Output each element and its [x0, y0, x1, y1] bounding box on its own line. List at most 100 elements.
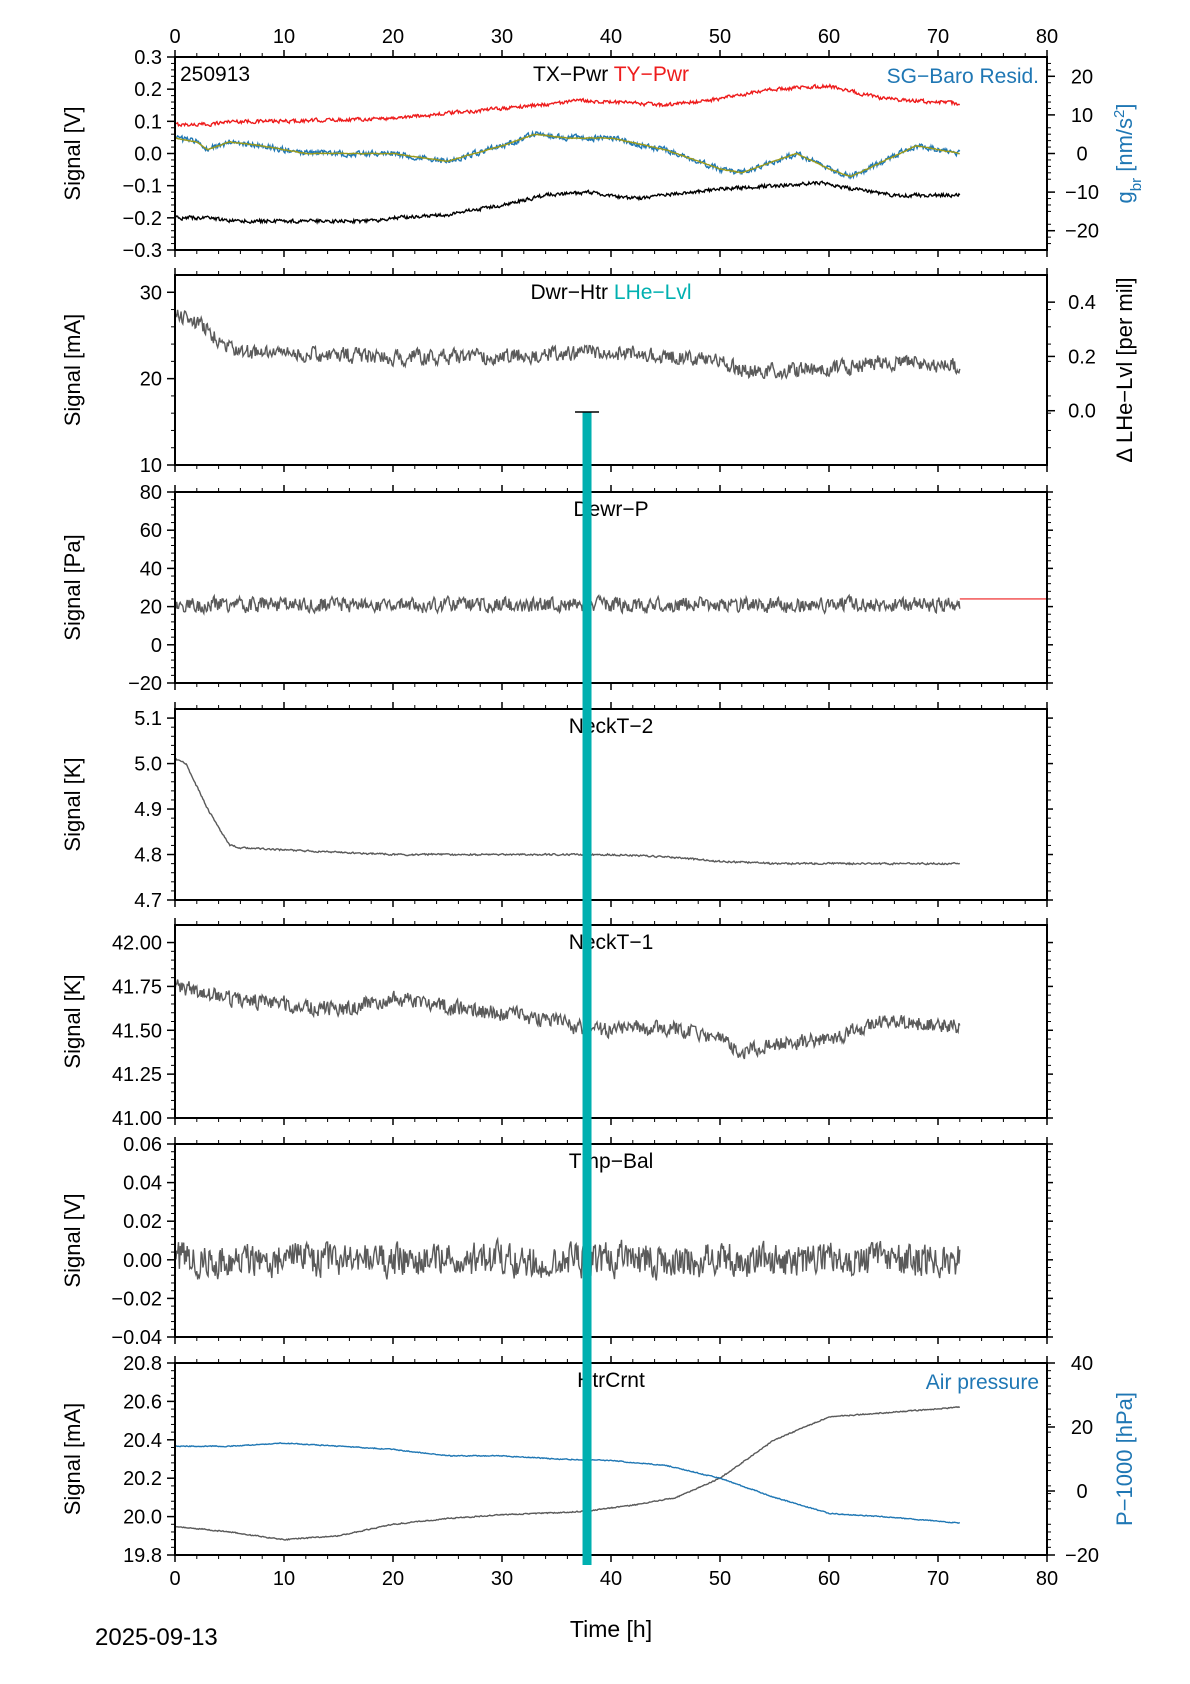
y-tick-label: 0.06	[123, 1134, 162, 1156]
panel-p7: 19.8 20.0 20.2 20.4 20.6 20.8 −20 0 20 40 Signal […	[60, 1353, 1137, 1590]
y-tick-label: 41.50	[112, 1020, 162, 1042]
x-tick-label: 50	[709, 1568, 731, 1590]
y-tick-label: 4.8	[134, 845, 162, 867]
y-tick-label: 0.02	[123, 1211, 162, 1233]
x-tick-label: 0	[169, 1568, 180, 1590]
series-line-air-pressure	[175, 1442, 961, 1524]
y-tick-label: 20	[140, 369, 162, 391]
y2-axis-label: Δ LHe−Lvl [per mil]	[1112, 277, 1137, 462]
panel-p6: −0.04 −0.02 0.00 0.02 0.04 0.06 Signal [V] Tmp−…	[60, 1134, 1053, 1349]
y2-tick-label: 0	[1076, 1481, 1087, 1503]
panel-title: Tmp−Bal	[569, 1150, 654, 1173]
y-axis-label: Signal [K]	[60, 757, 85, 851]
y2-tick-label: 40	[1071, 1353, 1093, 1375]
y-tick-label: 20.6	[123, 1391, 162, 1413]
panel-title-part: Dewr−P	[573, 498, 648, 521]
y2-tick-label: −20	[1065, 1545, 1099, 1567]
panel-title-part: Dwr−Htr	[530, 281, 608, 304]
y2-axis-label: gbr [nm/s2]	[1111, 104, 1145, 204]
y-tick-label: −0.3	[123, 240, 162, 262]
y-tick-label: −0.1	[123, 176, 162, 198]
y-axis-label: Signal [Pa]	[60, 534, 85, 640]
y2-tick-label: 0	[1076, 144, 1087, 166]
y-axis-label: Signal [mA]	[60, 1403, 85, 1516]
panel-title-part: TX−Pwr	[533, 63, 608, 86]
y2-tick-label: −20	[1065, 221, 1099, 243]
x-tick-label: 70	[927, 26, 949, 48]
y2-tick-label: 20	[1071, 1417, 1093, 1439]
x-tick-label: 80	[1036, 1568, 1058, 1590]
series-group	[175, 309, 961, 381]
x-tick-label: 30	[491, 26, 513, 48]
y2-tick-label: 0.4	[1068, 292, 1096, 314]
y2-tick-label: 20	[1071, 66, 1093, 88]
panel-p3: −20 0 20 40 60 80 Signal [Pa] Dewr−P	[60, 482, 1053, 695]
y2-tick-label: 0.2	[1068, 346, 1096, 368]
y-tick-label: −0.04	[111, 1327, 162, 1349]
panel-right-title: Air pressure	[926, 1371, 1039, 1394]
y-tick-label: 19.8	[123, 1545, 162, 1567]
series-line-dewr-p	[175, 593, 961, 616]
y2-label-end: ]	[1112, 104, 1137, 110]
y2-tick-label: 0.0	[1068, 401, 1096, 423]
x-tick-label: 60	[818, 1568, 840, 1590]
x-tick-label: 50	[709, 26, 731, 48]
y2-axis-label: P−1000 [hPa]	[1112, 1392, 1137, 1526]
date-label: 2025-09-13	[95, 1624, 218, 1651]
series-group	[175, 979, 961, 1060]
y-tick-label: 20.8	[123, 1353, 162, 1375]
y-axis-label: Signal [K]	[60, 974, 85, 1068]
y-tick-label: 41.25	[112, 1064, 162, 1086]
series-line-tx-pwr	[175, 180, 961, 225]
series-line-htrcrnt	[175, 1405, 961, 1541]
series-line-neckt-2	[175, 757, 961, 866]
y-tick-label: 4.9	[134, 799, 162, 821]
panel-corner-label: 250913	[180, 63, 250, 86]
y2-label-rest: [nm/s	[1112, 118, 1137, 178]
y2-tick-label: 10	[1071, 105, 1093, 127]
y-tick-label: 5.1	[134, 708, 162, 730]
y-tick-label: 0.0	[134, 144, 162, 166]
y-tick-label: −0.02	[111, 1288, 162, 1310]
panel-title-part: Tmp−Bal	[569, 1150, 654, 1173]
x-tick-label: 40	[600, 26, 622, 48]
y-tick-label: 20.4	[123, 1430, 162, 1452]
panel-title: NeckT−2	[569, 715, 654, 738]
y-axis-label: Signal [mA]	[60, 314, 85, 427]
y-tick-label: 80	[140, 482, 162, 504]
x-tick-label: 40	[600, 1568, 622, 1590]
x-tick-label: 30	[491, 1568, 513, 1590]
series-group	[175, 593, 961, 616]
series-group	[175, 1236, 961, 1281]
y-tick-label: 4.7	[134, 890, 162, 912]
y-tick-label: −0.2	[123, 208, 162, 230]
x-tick-label: 20	[382, 26, 404, 48]
series-line-tmp-bal	[175, 1236, 961, 1281]
y-tick-label: 40	[140, 558, 162, 580]
panel-title: Dewr−P	[573, 498, 648, 521]
y-tick-label: 10	[140, 455, 162, 477]
y-tick-label: 30	[140, 282, 162, 304]
y2-label-sup: 2	[1111, 110, 1128, 118]
y-tick-label: 20	[140, 597, 162, 619]
y-tick-label: 0	[151, 635, 162, 657]
y-tick-label: 0.1	[134, 111, 162, 133]
series-line-dwr-htr	[175, 309, 961, 381]
y-axis-label: Signal [V]	[60, 1193, 85, 1287]
x-tick-label: 20	[382, 1568, 404, 1590]
y-tick-label: 20.0	[123, 1507, 162, 1529]
panel-title-part: HtrCrnt	[577, 1369, 645, 1392]
y-tick-label: 0.2	[134, 79, 162, 101]
panel-p1: −0.3−0.2−0.10.00.10.20.3−20−1001020Signa…	[60, 26, 1145, 262]
y-axis-label: Signal [V]	[60, 106, 85, 200]
x-tick-label: 10	[273, 1568, 295, 1590]
y-tick-label: 60	[140, 520, 162, 542]
panel-right-title: SG−Baro Resid.	[887, 65, 1039, 88]
panel-title: Dwr−Htr LHe−Lvl	[530, 281, 691, 304]
panel-title-part: LHe−Lvl	[608, 281, 691, 304]
series-group	[175, 83, 961, 225]
series-group	[175, 1405, 961, 1541]
panels-layer: −0.3−0.2−0.10.00.10.20.3−20−1001020Signa…	[60, 26, 1145, 1590]
series-group	[175, 757, 961, 866]
